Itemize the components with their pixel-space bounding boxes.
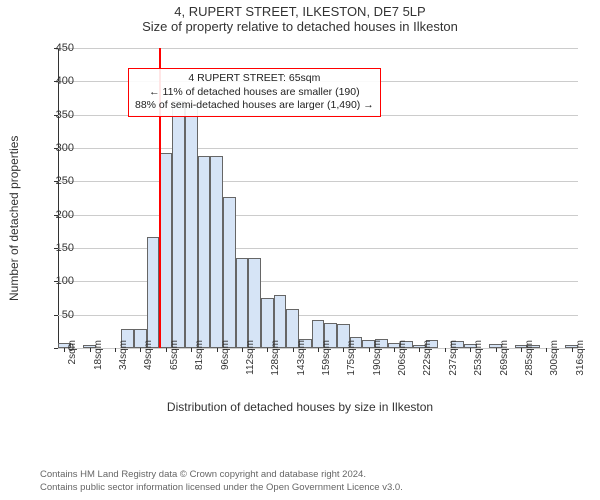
histogram-bar xyxy=(172,101,185,348)
x-tick-mark xyxy=(64,348,65,352)
annotation-line: 4 RUPERT STREET: 65sqm xyxy=(135,72,374,86)
x-tick-mark xyxy=(191,348,192,352)
x-tick-mark xyxy=(217,348,218,352)
x-tick-mark xyxy=(267,348,268,352)
y-tick-label: 150 xyxy=(24,242,74,254)
annotation-line: 88% of semi-detached houses are larger (… xyxy=(135,99,374,113)
x-tick-mark xyxy=(419,348,420,352)
annotation-line: ← 11% of detached houses are smaller (19… xyxy=(135,86,374,100)
x-tick-label: 269sqm xyxy=(499,340,510,400)
grid-line xyxy=(58,315,578,316)
histogram-bar xyxy=(198,156,211,348)
x-axis-label: Distribution of detached houses by size … xyxy=(0,400,600,414)
x-tick-label: 316sqm xyxy=(575,340,586,400)
plot-area: 4 RUPERT STREET: 65sqm← 11% of detached … xyxy=(58,48,578,348)
x-tick-label: 175sqm xyxy=(346,340,357,400)
page-title-address: 4, RUPERT STREET, ILKESTON, DE7 5LP xyxy=(0,0,600,19)
y-tick-label: 350 xyxy=(24,109,74,121)
histogram-bar xyxy=(185,105,198,348)
attribution-footer: Contains HM Land Registry data © Crown c… xyxy=(40,469,403,494)
y-tick-label: 400 xyxy=(24,75,74,87)
x-tick-label: 49sqm xyxy=(143,340,154,400)
x-tick-mark xyxy=(496,348,497,352)
x-tick-mark xyxy=(115,348,116,352)
y-tick-label: 250 xyxy=(24,175,74,187)
y-tick-label: 300 xyxy=(24,142,74,154)
x-tick-label: 2sqm xyxy=(67,340,78,400)
x-tick-mark xyxy=(546,348,547,352)
x-tick-label: 81sqm xyxy=(194,340,205,400)
x-tick-label: 300sqm xyxy=(549,340,560,400)
page-subtitle: Size of property relative to detached ho… xyxy=(0,19,600,36)
x-tick-label: 237sqm xyxy=(448,340,459,400)
x-tick-label: 18sqm xyxy=(93,340,104,400)
x-tick-label: 34sqm xyxy=(118,340,129,400)
x-tick-label: 285sqm xyxy=(524,340,535,400)
y-tick-label: 50 xyxy=(24,309,74,321)
x-tick-label: 190sqm xyxy=(372,340,383,400)
grid-line xyxy=(58,48,578,49)
y-tick-label: 100 xyxy=(24,275,74,287)
x-tick-mark xyxy=(445,348,446,352)
histogram-chart: Number of detached properties 4 RUPERT S… xyxy=(0,38,600,418)
x-tick-label: 222sqm xyxy=(422,340,433,400)
x-tick-label: 253sqm xyxy=(473,340,484,400)
footer-line-1: Contains HM Land Registry data © Crown c… xyxy=(40,469,403,481)
x-tick-mark xyxy=(521,348,522,352)
x-tick-label: 143sqm xyxy=(296,340,307,400)
histogram-bar xyxy=(147,237,160,348)
x-tick-mark xyxy=(293,348,294,352)
x-tick-mark xyxy=(572,348,573,352)
x-tick-mark xyxy=(166,348,167,352)
x-tick-mark xyxy=(394,348,395,352)
grid-line xyxy=(58,215,578,216)
annotation-box: 4 RUPERT STREET: 65sqm← 11% of detached … xyxy=(128,68,381,117)
x-tick-mark xyxy=(90,348,91,352)
histogram-bar xyxy=(236,258,249,348)
grid-line xyxy=(58,148,578,149)
footer-line-2: Contains public sector information licen… xyxy=(40,482,403,494)
x-tick-label: 128sqm xyxy=(270,340,281,400)
histogram-bar xyxy=(223,197,236,348)
y-tick-label: 450 xyxy=(24,42,74,54)
histogram-bar xyxy=(248,258,261,348)
x-tick-label: 206sqm xyxy=(397,340,408,400)
x-tick-mark xyxy=(369,348,370,352)
x-tick-mark xyxy=(343,348,344,352)
x-tick-label: 112sqm xyxy=(245,340,256,400)
grid-line xyxy=(58,181,578,182)
y-axis-label: Number of detached properties xyxy=(7,199,21,211)
x-tick-label: 159sqm xyxy=(321,340,332,400)
x-tick-mark xyxy=(242,348,243,352)
y-tick-label: 200 xyxy=(24,209,74,221)
x-tick-label: 65sqm xyxy=(169,340,180,400)
x-tick-mark xyxy=(318,348,319,352)
grid-line xyxy=(58,281,578,282)
x-tick-label: 96sqm xyxy=(220,340,231,400)
x-tick-mark xyxy=(470,348,471,352)
histogram-bar xyxy=(210,156,223,348)
grid-line xyxy=(58,248,578,249)
x-tick-mark xyxy=(140,348,141,352)
